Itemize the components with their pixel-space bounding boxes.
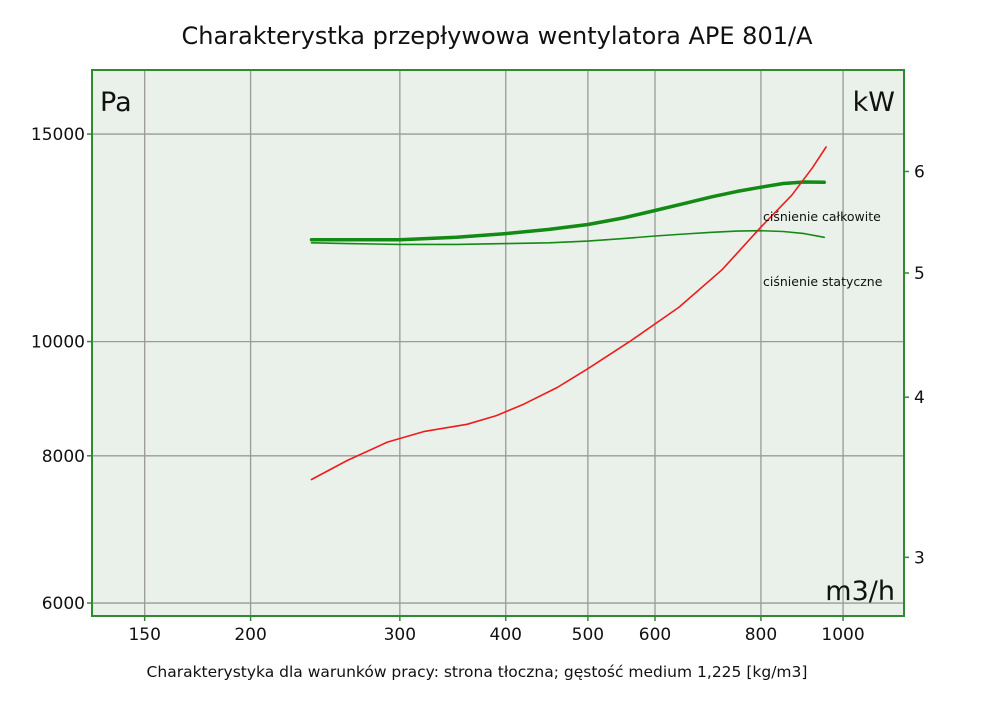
x-tick-label: 200 [234,625,266,645]
grid [92,70,904,616]
annotation-total-pressure: ciśnienie całkowite [763,209,881,224]
y-left-tick-label: 8000 [42,447,85,467]
x-tick-label: 800 [745,625,777,645]
y-right-tick-label: 4 [914,388,925,408]
left-axis-unit: Pa [100,87,132,118]
x-tick-label: 300 [384,625,416,645]
x-tick-label: 150 [128,625,160,645]
x-axis-unit: m3/h [825,576,895,607]
series-line-1 [310,229,826,246]
series-line-2 [310,146,827,481]
y-right-tick-label: 3 [914,548,925,568]
annotation-static-pressure: ciśnienie statyczne [763,274,883,289]
right-axis-unit: kW [853,87,895,118]
chart-title: Charakterystka przepływowa wentylatora A… [181,22,813,50]
series-lines [309,146,827,481]
x-tick-label: 500 [572,625,604,645]
plot-area [92,70,904,616]
y-left-tick-label: 6000 [42,594,85,614]
tick-marks [87,133,909,621]
x-tick-label: 1000 [821,625,864,645]
x-tick-label: 600 [639,625,671,645]
y-left-tick-label: 10000 [31,333,85,353]
chart-caption: Charakterystyka dla warunków pracy: stro… [147,663,808,681]
x-tick-label: 400 [490,625,522,645]
y-left-tick-label: 15000 [31,125,85,145]
y-right-tick-label: 5 [914,264,925,284]
plot-frame [91,69,905,617]
y-right-tick-label: 6 [914,162,925,182]
series-line-0 [309,180,826,242]
